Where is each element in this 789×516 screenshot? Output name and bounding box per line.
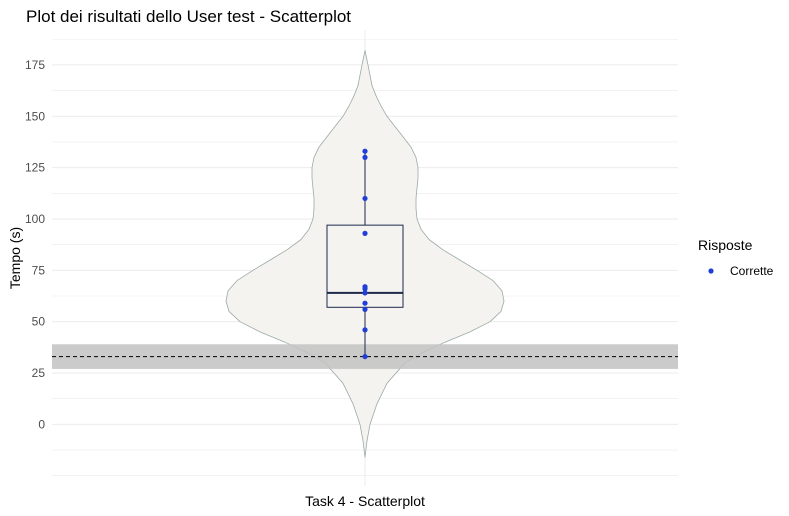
violin-shape [225, 50, 505, 458]
data-point [362, 286, 368, 292]
chart-title: Plot dei risultati dello User test - Sca… [26, 7, 351, 26]
data-point [362, 148, 368, 154]
data-point [362, 230, 368, 236]
y-tick-label: 150 [25, 109, 45, 123]
legend-items: Corrette [708, 264, 774, 278]
x-tick-label: Task 4 - Scatterplot [305, 493, 425, 509]
data-point [362, 353, 368, 360]
data-point [362, 327, 368, 333]
plot-area [52, 50, 678, 458]
legend-point-marker [708, 268, 714, 274]
y-axis-title: Tempo (s) [7, 227, 23, 289]
y-tick-label: 25 [32, 366, 46, 380]
y-tick-label: 125 [25, 161, 45, 175]
y-axis-ticks: 0 25 50 75 100 125 150 175 [25, 58, 45, 431]
y-tick-label: 0 [38, 417, 45, 431]
legend-item-label: Corrette [730, 264, 774, 278]
y-tick-label: 75 [32, 263, 46, 277]
x-axis-ticks: Task 4 - Scatterplot [305, 493, 425, 509]
data-point [362, 306, 368, 312]
data-point [362, 154, 368, 160]
y-tick-label: 50 [32, 315, 46, 329]
data-point [362, 195, 368, 202]
legend-title: Risposte [698, 237, 753, 253]
data-point [362, 300, 368, 306]
legend: Risposte Corrette [698, 237, 774, 278]
data-point [362, 290, 368, 296]
y-tick-label: 175 [25, 58, 45, 72]
y-tick-label: 100 [25, 212, 45, 226]
